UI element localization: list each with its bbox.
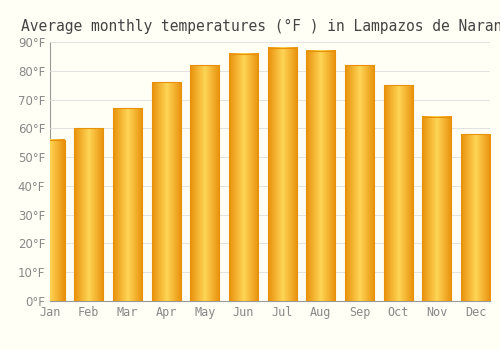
Bar <box>461 134 490 301</box>
Bar <box>229 54 258 301</box>
Bar <box>306 51 336 301</box>
Bar <box>268 48 296 301</box>
Bar <box>152 82 180 301</box>
Bar <box>422 117 452 301</box>
Bar <box>36 140 64 301</box>
Bar <box>268 48 296 301</box>
Bar <box>36 140 64 301</box>
Bar <box>190 65 219 301</box>
Bar <box>190 65 219 301</box>
Bar <box>461 134 490 301</box>
Bar <box>152 82 180 301</box>
Title: Average monthly temperatures (°F ) in Lampazos de Naranjo: Average monthly temperatures (°F ) in La… <box>20 19 500 34</box>
Bar <box>229 54 258 301</box>
Bar <box>306 51 336 301</box>
Bar <box>74 128 103 301</box>
Bar <box>345 65 374 301</box>
Bar <box>113 108 142 301</box>
Bar <box>384 85 412 301</box>
Bar <box>113 108 142 301</box>
Bar <box>345 65 374 301</box>
Bar <box>384 85 412 301</box>
Bar <box>74 128 103 301</box>
Bar <box>422 117 452 301</box>
